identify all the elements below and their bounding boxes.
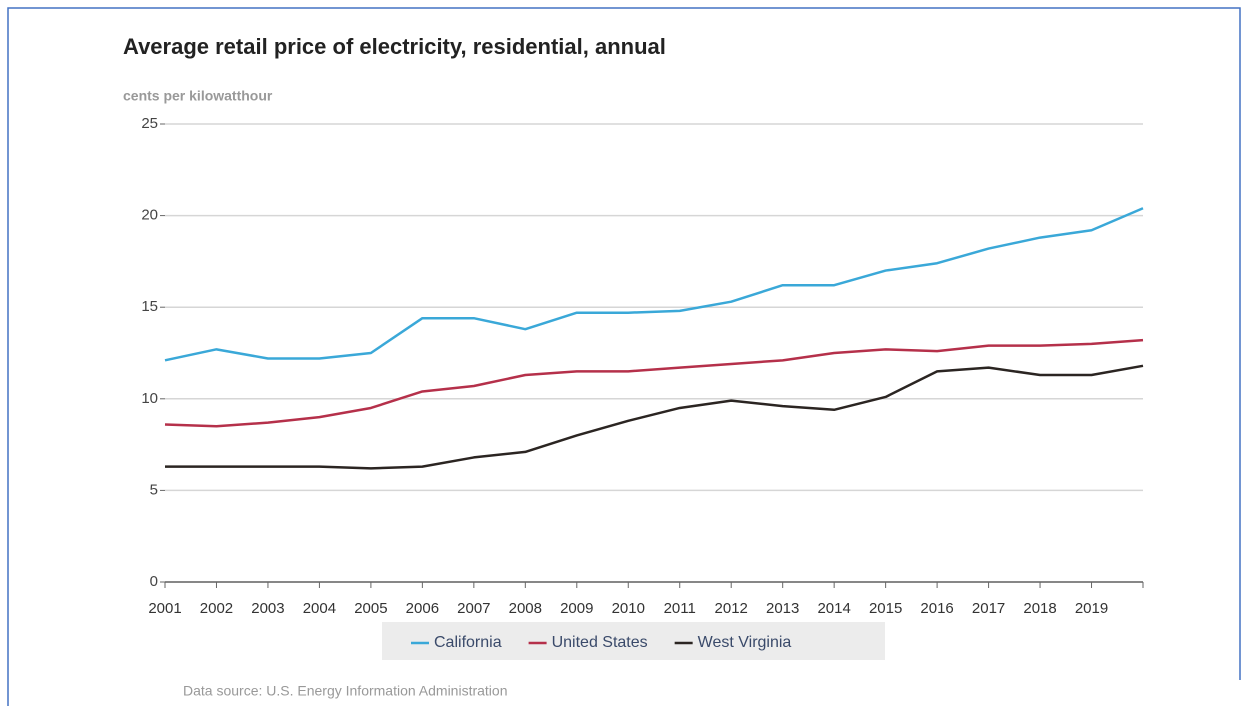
x-tick-label: 2012 xyxy=(715,600,748,617)
x-tick-label: 2003 xyxy=(251,600,284,617)
x-tick-label: 2015 xyxy=(869,600,902,617)
x-tick-label: 2010 xyxy=(612,600,645,617)
y-tick-label: 0 xyxy=(150,573,158,590)
y-tick-label: 5 xyxy=(150,481,158,498)
legend-label: United States xyxy=(552,634,648,651)
frame xyxy=(7,7,1241,706)
y-axis-unit: cents per kilowatthour xyxy=(123,88,273,104)
x-tick-label: 2019 xyxy=(1075,600,1108,617)
x-tick-label: 2018 xyxy=(1023,600,1056,617)
y-tick-label: 15 xyxy=(141,298,158,315)
x-tick-label: 2017 xyxy=(972,600,1005,617)
y-tick-label: 20 xyxy=(141,207,158,224)
series-line xyxy=(164,338,1144,428)
source-note: Data source: U.S. Energy Information Adm… xyxy=(183,683,507,699)
x-tick-label: 2005 xyxy=(354,600,387,617)
x-tick-label: 2007 xyxy=(457,600,490,617)
legend-box xyxy=(382,622,885,660)
x-tick-label: 2001 xyxy=(148,600,181,617)
x-tick-label: 2009 xyxy=(560,600,593,617)
series-line xyxy=(164,207,1144,362)
x-tick-label: 2002 xyxy=(200,600,233,617)
series-line xyxy=(165,364,1144,470)
x-tick-label: 2004 xyxy=(303,600,336,617)
x-tick-label: 2014 xyxy=(817,600,850,617)
x-tick-label: 2008 xyxy=(509,600,542,617)
x-tick-label: 2011 xyxy=(664,600,696,617)
y-tick-label: 10 xyxy=(141,390,158,407)
x-tick-label: 2016 xyxy=(920,600,953,617)
y-tick-label: 25 xyxy=(141,115,158,132)
chart-title: Average retail price of electricity, res… xyxy=(123,34,666,59)
legend-label: California xyxy=(434,634,502,651)
x-tick-label: 2006 xyxy=(406,600,439,617)
x-tick-label: 2013 xyxy=(766,600,799,617)
legend-label: West Virginia xyxy=(698,634,792,651)
